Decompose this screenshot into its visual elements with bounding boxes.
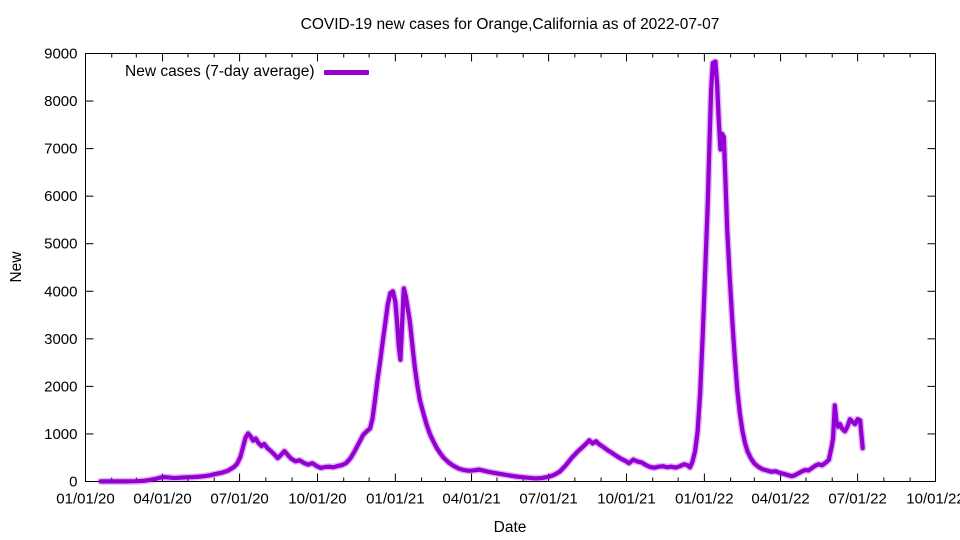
x-tick-label: 01/01/22 [675,491,733,508]
x-tick-label: 07/01/22 [828,491,886,508]
x-axis-label: Date [493,519,527,536]
y-tick-label: 8000 [44,93,77,110]
x-tick-label: 01/01/20 [56,491,114,508]
chart-title: COVID-19 new cases for Orange,California… [300,16,720,33]
x-tick-label: 01/01/21 [366,491,424,508]
y-tick-label: 5000 [44,236,77,253]
y-tick-label: 6000 [44,188,77,205]
x-tick-label: 10/01/20 [288,491,346,508]
y-tick-label: 0 [69,474,77,491]
x-tick-label: 07/01/20 [210,491,268,508]
x-tick-label: 07/01/21 [519,491,577,508]
series-line-halo [97,58,867,485]
y-tick-label: 7000 [44,141,77,158]
y-tick-label: 9000 [44,46,77,63]
x-tick-label: 04/01/21 [442,491,500,508]
y-tick-label: 3000 [44,331,77,348]
x-tick-label: 10/01/21 [597,491,655,508]
legend-series-label: New cases (7-day average) [125,63,315,80]
y-axis-label: New [8,251,25,283]
legend-line-swatch [323,69,369,75]
plot-border [85,53,936,482]
x-tick-label: 10/01/22 [906,491,960,508]
x-tick-label: 04/01/20 [133,491,191,508]
x-tick-label: 04/01/22 [751,491,809,508]
y-tick-label: 4000 [44,283,77,300]
legend: New cases (7-day average) [125,63,369,81]
series-line-new-cases [98,59,865,484]
y-tick-label: 2000 [44,378,77,395]
y-tick-label: 1000 [44,426,77,443]
